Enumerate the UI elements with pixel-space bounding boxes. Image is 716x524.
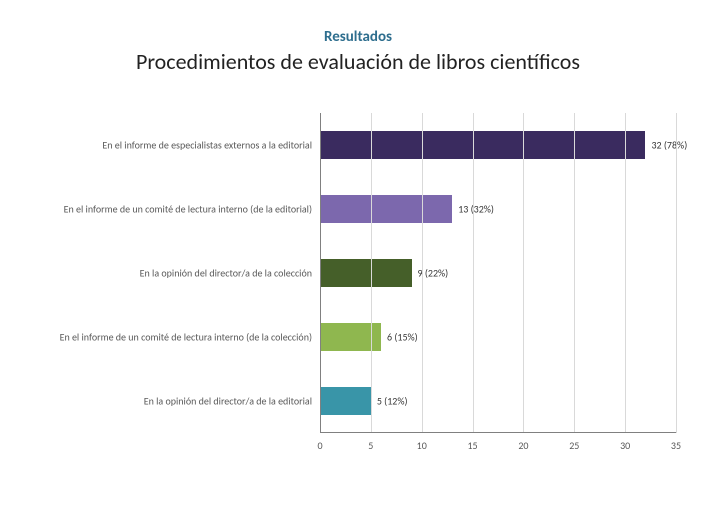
gridline [523,113,524,433]
page-title: Procedimientos de evaluación de libros c… [20,48,696,75]
x-tick-label: 30 [620,439,630,452]
plot-area [320,113,676,433]
x-tick-label: 35 [671,439,681,452]
category-label: En el informe de un comité de lectura in… [20,204,312,215]
category-label: En la opinión del director/a de la edito… [20,396,312,407]
x-tick-label: 20 [518,439,528,452]
gridline [422,113,423,433]
gridline [473,113,474,433]
category-label: En el informe de un comité de lectura in… [20,332,312,343]
gridline [625,113,626,433]
category-label: En el informe de especialistas externos … [20,140,312,151]
x-tick-label: 5 [368,439,373,452]
gridline [676,113,677,433]
x-tick-label: 0 [317,439,322,452]
y-axis-line [320,113,321,433]
section-supertitle: Resultados [20,28,696,46]
category-label: En la opinión del director/a de la colec… [20,268,312,279]
gridline [371,113,372,433]
slide: Resultados Procedimientos de evaluación … [0,0,716,524]
x-tick-label: 10 [417,439,427,452]
gridline [574,113,575,433]
chart-area: En el informe de especialistas externos … [20,113,696,473]
x-tick-label: 25 [569,439,579,452]
x-tick-label: 15 [467,439,477,452]
